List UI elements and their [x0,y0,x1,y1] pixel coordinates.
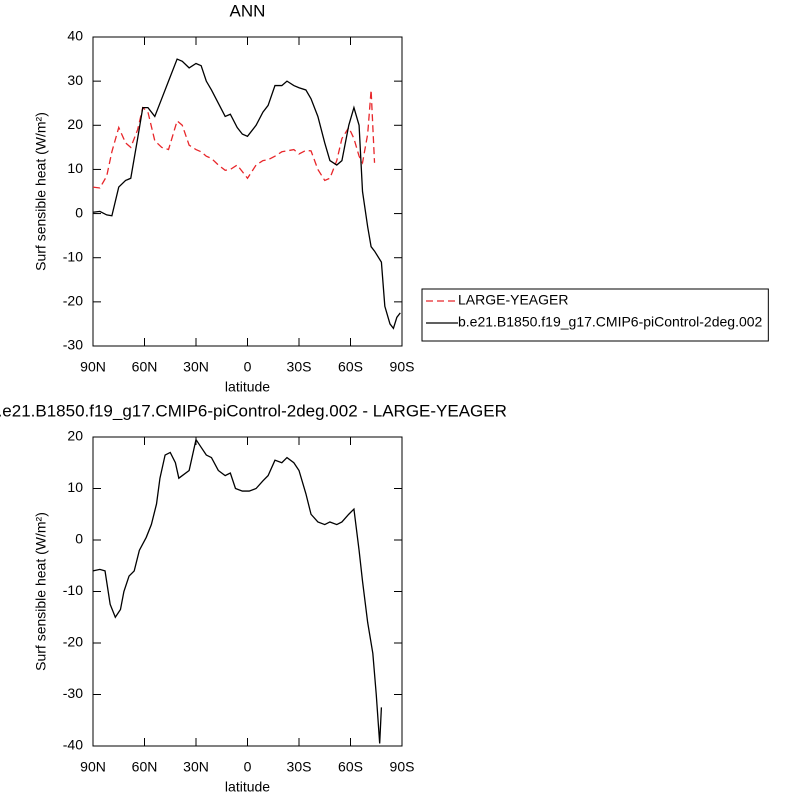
chart-title: ANN [230,1,266,20]
series-line [92,58,401,330]
y-axis-label: Surf sensible heat (W/m²) [33,112,49,271]
y-tick-label: 0 [75,204,83,220]
legend-label: b.e21.B1850.f19_g17.CMIP6-piControl-2deg… [458,314,763,330]
x-tick-label: 60N [132,359,158,375]
x-tick-label: 30S [287,759,312,775]
x-tick-label: 30S [287,359,312,375]
plot-frame [92,436,403,747]
y-tick-label: -40 [63,737,83,753]
y-tick-label: 20 [67,428,83,444]
series-line [92,89,376,189]
x-axis-label: latitude [225,779,270,795]
y-tick-label: -30 [63,337,83,353]
y-tick-label: 10 [67,479,83,495]
x-tick-label: 90N [80,359,106,375]
x-axis-label: latitude [225,379,270,395]
x-tick-label: 90S [390,759,415,775]
y-tick-label: -30 [63,685,83,701]
legend-label: LARGE-YEAGER [458,292,568,308]
chart-title: b.e21.B1850.f19_g17.CMIP6-piControl-2deg… [0,401,507,420]
y-axis-label: Surf sensible heat (W/m²) [33,512,49,671]
y-tick-label: -20 [63,293,83,309]
y-tick-label: -10 [63,248,83,264]
x-tick-label: 0 [244,759,252,775]
y-tick-label: 10 [67,160,83,176]
x-tick-label: 60S [338,759,363,775]
x-tick-label: 30N [183,359,209,375]
plot-frame [92,36,403,347]
y-tick-label: -20 [63,634,83,650]
x-tick-label: 90N [80,759,106,775]
y-tick-label: 30 [67,72,83,88]
legend-box [421,288,769,342]
x-tick-label: 60N [132,759,158,775]
legend: LARGE-YEAGER b.e21.B1850.f19_g17.CMIP6-pi… [421,288,769,342]
x-tick-label: 0 [244,359,252,375]
series-line [92,437,383,744]
y-tick-label: 40 [67,28,83,44]
y-tick-label: 20 [67,116,83,132]
x-tick-label: 90S [390,359,415,375]
y-tick-label: -10 [63,582,83,598]
x-tick-label: 60S [338,359,363,375]
x-tick-label: 30N [183,759,209,775]
y-tick-label: 0 [75,531,83,547]
